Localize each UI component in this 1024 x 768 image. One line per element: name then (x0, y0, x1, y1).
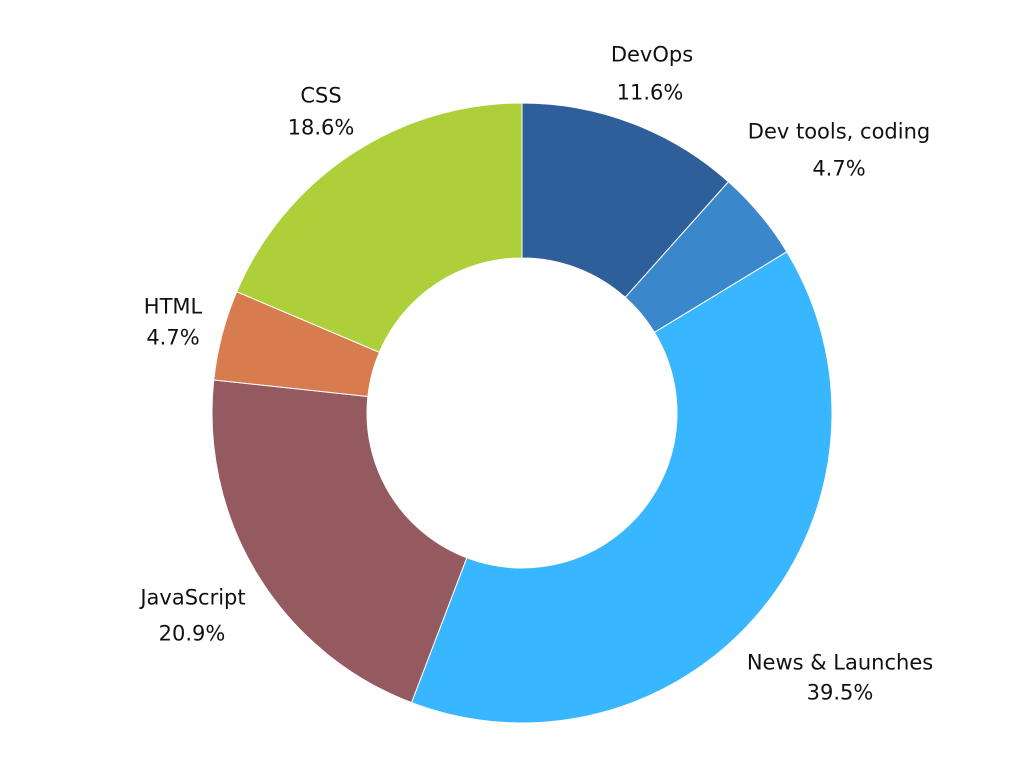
value-javascript: 20.9% (158, 621, 226, 646)
label-html: HTML (143, 294, 203, 319)
label-devops: DevOps (610, 42, 694, 67)
slice-css (236, 102, 523, 353)
label-news: News & Launches (746, 650, 934, 675)
value-devops: 11.6% (616, 80, 684, 105)
label-dev-tools: Dev tools, coding (747, 119, 931, 144)
slice-javascript (211, 379, 468, 704)
value-css: 18.6% (287, 115, 355, 140)
value-html: 4.7% (146, 325, 200, 350)
value-news: 39.5% (806, 680, 874, 705)
slice-devops (521, 102, 730, 299)
value-dev-tools: 4.7% (812, 156, 866, 181)
slice-news-launches (410, 251, 833, 724)
label-css: CSS (300, 83, 342, 108)
label-javascript: JavaScript (140, 585, 246, 610)
